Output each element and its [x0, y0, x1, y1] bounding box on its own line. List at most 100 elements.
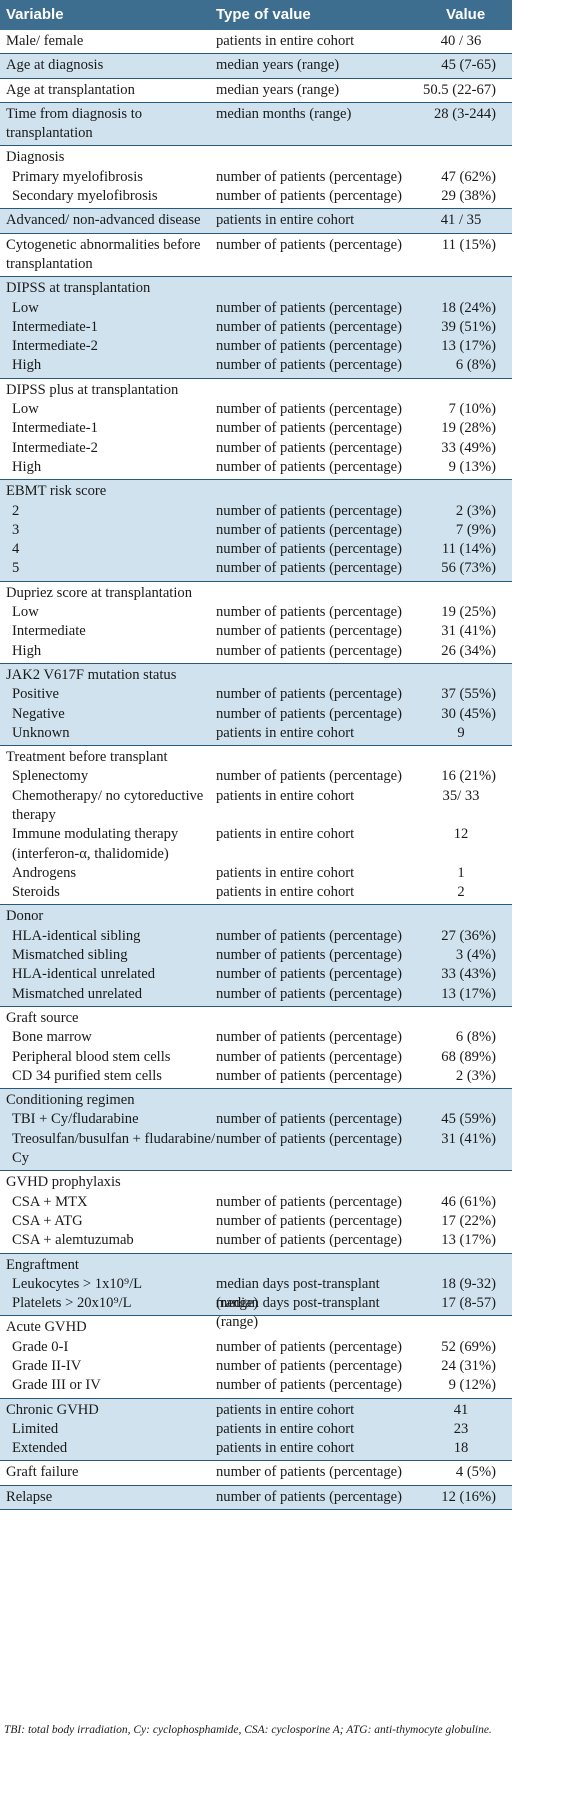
table-group: Engraftment Leukocytes > 1x10⁹/L median da…	[0, 1253, 512, 1330]
table-row: Treosulfan/busulfan + fludarabine/ Cy num…	[0, 1130, 512, 1169]
type-cell: number of patients (percentage)	[216, 1338, 402, 1355]
table-row: Low number of patients (percentage) 18 (24…	[0, 299, 512, 318]
value-cell: 2 (3%)	[455, 1067, 496, 1084]
table-row: Leukocytes > 1x10⁹/L median days post-tra…	[0, 1275, 512, 1311]
value-cell: 33 (43%)	[441, 966, 496, 983]
table-row: Dupriez score at transplantation	[0, 584, 512, 603]
table-row: HLA-identical unrelated number of patient…	[0, 965, 512, 984]
variable-cell: Dupriez score at transplantation	[6, 584, 192, 601]
table-group: Chronic GVHD patients in entire cohort 41 L…	[0, 1398, 512, 1462]
table-row: Positive number of patients (percentage) 3…	[0, 685, 512, 704]
variable-cell: CD 34 purified stem cells	[12, 1067, 162, 1084]
type-cell: number of patients (percentage)	[216, 642, 402, 659]
type-cell: number of patients (percentage)	[216, 401, 402, 418]
table-row: Limited patients in entire cohort 23	[0, 1420, 512, 1439]
table-row: CD 34 purified stem cells number of patie…	[0, 1067, 512, 1086]
type-cell: patients in entire cohort	[216, 884, 355, 901]
variable-cell: Grade 0-I	[12, 1338, 69, 1355]
type-cell: number of patients (percentage)	[216, 768, 402, 785]
variable-cell: Chronic GVHD	[6, 1401, 99, 1418]
type-cell: patients in entire cohort	[216, 724, 355, 741]
table-row: HLA-identical sibling number of patients …	[0, 927, 512, 946]
value-cell: 56 (73%)	[441, 560, 496, 577]
table-row: Acute GVHD	[0, 1318, 512, 1337]
value-cell: 41 / 35	[440, 212, 482, 229]
table-row: Mismatched sibling number of patients (pe…	[0, 946, 512, 965]
table-row: Peripheral blood stem cells number of pat…	[0, 1048, 512, 1067]
type-cell: number of patients (percentage)	[216, 927, 402, 944]
type-cell: patients in entire cohort	[216, 787, 355, 804]
type-cell: patients in entire cohort	[216, 212, 355, 229]
value-cell: 9 (13%)	[448, 458, 496, 475]
value-cell: 50.5 (22-67)	[423, 81, 496, 98]
variable-cell: Graft source	[6, 1009, 79, 1026]
table-row: Age at transplantation median years (rang…	[0, 81, 512, 100]
variable-cell: CSA + ATG	[12, 1212, 83, 1229]
type-cell: patients in entire cohort	[216, 826, 355, 843]
type-cell: number of patients (percentage)	[216, 299, 402, 316]
variable-cell: Treosulfan/busulfan + fludarabine/ Cy	[12, 1130, 216, 1167]
type-cell: number of patients (percentage)	[216, 541, 402, 558]
variable-cell: Age at diagnosis	[6, 57, 104, 74]
variable-cell: Cytogenetic abnormalities before transpl…	[6, 236, 201, 272]
type-cell: median months (range)	[216, 105, 352, 122]
variable-cell: TBI + Cy/fludarabine	[12, 1111, 139, 1128]
variable-cell: Acute GVHD	[6, 1319, 87, 1336]
value-cell: 19 (28%)	[441, 420, 496, 437]
value-cell: 9 (12%)	[448, 1377, 496, 1394]
value-cell: 11 (14%)	[441, 541, 496, 558]
type-cell: patients in entire cohort	[216, 1440, 355, 1457]
table-row: Engraftment	[0, 1256, 512, 1275]
type-cell: number of patients (percentage)	[216, 705, 402, 722]
table-group: Male/ female patients in entire cohort 40 …	[0, 30, 512, 55]
variable-cell: 5	[12, 560, 20, 577]
type-cell: number of patients (percentage)	[216, 1048, 402, 1065]
value-cell: 24 (31%)	[441, 1358, 496, 1374]
table-group: Time from diagnosis to transplantation me…	[0, 102, 512, 147]
value-cell: 9	[457, 724, 465, 741]
table-row: Cytogenetic abnormalities before transpl…	[0, 236, 512, 275]
variable-cell: Relapse	[6, 1488, 53, 1505]
type-cell: number of patients (percentage)	[216, 338, 402, 355]
table-row: DIPSS plus at transplantation	[0, 381, 512, 400]
table-group: Treatment before transplant Splenectomy nu…	[0, 746, 512, 906]
type-cell: median years (range)	[216, 57, 340, 74]
value-cell: 16 (21%)	[441, 768, 496, 785]
type-cell: number of patients (percentage)	[216, 1464, 402, 1481]
type-cell: number of patients (percentage)	[216, 1067, 402, 1084]
value-cell: 12	[453, 826, 469, 843]
variable-cell: Donor	[6, 908, 44, 925]
type-cell: number of patients (percentage)	[216, 985, 402, 1002]
type-cell: number of patients (percentage)	[216, 604, 402, 621]
variable-cell: Grade II-IV	[12, 1358, 82, 1374]
table-row: Advanced/ non-advanced disease patients i…	[0, 211, 512, 230]
type-cell: number of patients (percentage)	[216, 168, 402, 185]
variable-cell: Engraftment	[6, 1256, 79, 1273]
value-cell: 41	[453, 1401, 469, 1418]
variable-cell: Androgens	[12, 864, 77, 881]
value-cell: 4 (5%)	[455, 1464, 496, 1481]
variable-cell: Low	[12, 401, 39, 418]
table-row: Grade III or IV number of patients (perce…	[0, 1376, 512, 1395]
value-cell: 27 (36%)	[441, 927, 496, 944]
characteristics-table: Variable Type of value Value Male/ femal…	[0, 0, 512, 1511]
value-cell: 19 (25%)	[441, 604, 496, 621]
variable-cell: 2	[12, 502, 20, 519]
variable-cell: Treatment before transplant	[6, 749, 168, 766]
variable-cell: Low	[12, 604, 39, 621]
table-row: Intermediate-1 number of patients (percen…	[0, 318, 512, 337]
type-cell: number of patients (percentage)	[216, 502, 402, 519]
variable-cell: Negative	[12, 705, 65, 722]
value-cell: 17 (22%)	[441, 1212, 496, 1229]
variable-cell: Bone marrow	[12, 1029, 92, 1046]
value-cell: 18 (24%)	[441, 299, 496, 316]
variable-cell: Advanced/ non-advanced disease	[6, 212, 201, 229]
variable-cell: CSA + alemtuzumab	[12, 1232, 134, 1249]
table-row: Treatment before transplant	[0, 748, 512, 767]
variable-cell: Time from diagnosis to transplantation	[6, 105, 143, 142]
header-value: Value	[446, 6, 486, 23]
table-group: Graft source Bone marrow number of patient…	[0, 1007, 512, 1090]
table-row: Intermediate number of patients (percenta…	[0, 622, 512, 641]
value-cell: 37 (55%)	[441, 686, 496, 703]
value-cell: 11 (15%)	[441, 236, 496, 253]
